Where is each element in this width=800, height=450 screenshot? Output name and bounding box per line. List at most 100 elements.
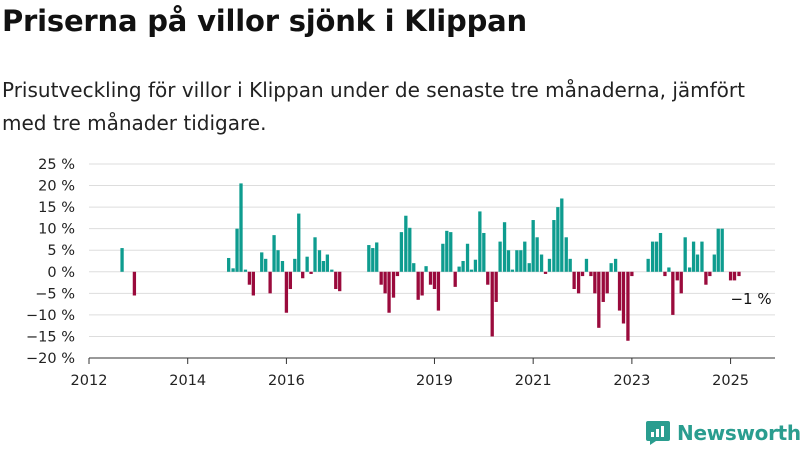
bar	[276, 250, 280, 272]
chart-subtitle: Prisutveckling för villor i Klippan unde…	[2, 74, 800, 140]
bar	[239, 183, 243, 272]
bar	[412, 263, 416, 272]
bar	[658, 232, 663, 272]
y-tick-label: 15 %	[38, 200, 75, 216]
bar	[436, 271, 441, 311]
gridlines	[89, 163, 775, 359]
y-tick-label: 5 %	[47, 243, 75, 259]
subtitle-line-2: med tre månader tidigare.	[2, 111, 267, 135]
bar	[367, 245, 371, 272]
bar	[543, 271, 548, 274]
bar	[510, 269, 515, 272]
subtitle-line-1: Prisutveckling för villor i Klippan unde…	[2, 78, 745, 102]
bar	[695, 254, 700, 272]
bar	[687, 267, 692, 272]
bar	[737, 271, 741, 277]
bar	[597, 271, 601, 328]
bar	[552, 220, 556, 272]
bar	[482, 232, 486, 272]
bar	[260, 252, 264, 272]
y-tick-label: −20 %	[26, 351, 75, 367]
bar	[469, 269, 474, 272]
bar	[428, 271, 433, 285]
x-tick-label: 2014	[169, 373, 206, 389]
x-tick-label: 2025	[712, 373, 749, 389]
bar	[584, 258, 589, 272]
bar	[683, 237, 687, 272]
bar	[309, 271, 313, 274]
bar	[547, 258, 552, 272]
bars	[120, 183, 741, 341]
bar	[593, 271, 597, 294]
bar	[383, 271, 387, 294]
bar	[675, 271, 679, 281]
bar	[663, 271, 667, 277]
bar	[461, 261, 465, 272]
bar	[605, 271, 609, 294]
bar	[465, 243, 470, 272]
bar	[338, 271, 342, 292]
bar	[235, 228, 239, 272]
bar	[630, 271, 634, 277]
bar	[535, 237, 539, 272]
bar	[478, 211, 482, 272]
bar	[502, 222, 507, 272]
bar	[490, 271, 494, 337]
bar	[268, 271, 272, 294]
bar	[498, 241, 502, 272]
y-tick-label: 0 %	[47, 265, 75, 281]
bar	[576, 271, 581, 294]
y-tick-label: 10 %	[38, 222, 75, 238]
bar	[519, 250, 523, 272]
bar	[334, 271, 338, 290]
bar	[708, 271, 712, 277]
bar	[539, 254, 544, 272]
last-value-annotation: −1 %	[730, 290, 771, 308]
y-tick-label: 25 %	[38, 157, 75, 173]
bar	[601, 271, 605, 302]
x-tick-label: 2016	[268, 373, 305, 389]
bar	[617, 271, 622, 311]
bar	[424, 266, 428, 272]
bar	[313, 237, 317, 272]
bar	[227, 257, 231, 272]
x-tick-label: 2019	[416, 373, 453, 389]
bar	[251, 271, 255, 296]
bar	[621, 271, 626, 324]
bar	[556, 207, 560, 272]
bar	[572, 271, 576, 290]
bar	[231, 268, 235, 272]
bar	[700, 241, 704, 272]
bar	[457, 266, 461, 272]
bar	[243, 269, 248, 272]
chart-title: Priserna på villor sjönk i Klippan	[2, 4, 527, 38]
bar	[264, 258, 268, 272]
bar	[646, 258, 650, 272]
y-tick-label: −5 %	[35, 286, 75, 302]
x-axis: 2012 2014 2016 2019 2021 2023 2025	[71, 357, 775, 389]
bar	[679, 271, 683, 294]
x-tick-label: 2023	[613, 373, 650, 389]
bar	[317, 250, 322, 272]
bar	[404, 215, 408, 272]
bar	[391, 271, 396, 298]
bar	[527, 263, 531, 272]
brand-name: Newsworthy	[677, 421, 800, 445]
newsworthy-logo-icon	[646, 421, 670, 445]
bar	[728, 271, 733, 281]
x-tick-label: 2021	[515, 373, 552, 389]
bar	[432, 271, 437, 290]
bar	[301, 271, 305, 279]
bar	[732, 271, 737, 281]
bar	[506, 250, 511, 272]
bar	[420, 271, 424, 296]
bar	[580, 271, 585, 277]
bar	[375, 242, 379, 272]
bar	[387, 271, 391, 313]
bar	[494, 271, 498, 302]
bar	[416, 271, 420, 300]
bar	[330, 269, 334, 272]
bar	[704, 271, 708, 285]
bar	[667, 267, 671, 272]
